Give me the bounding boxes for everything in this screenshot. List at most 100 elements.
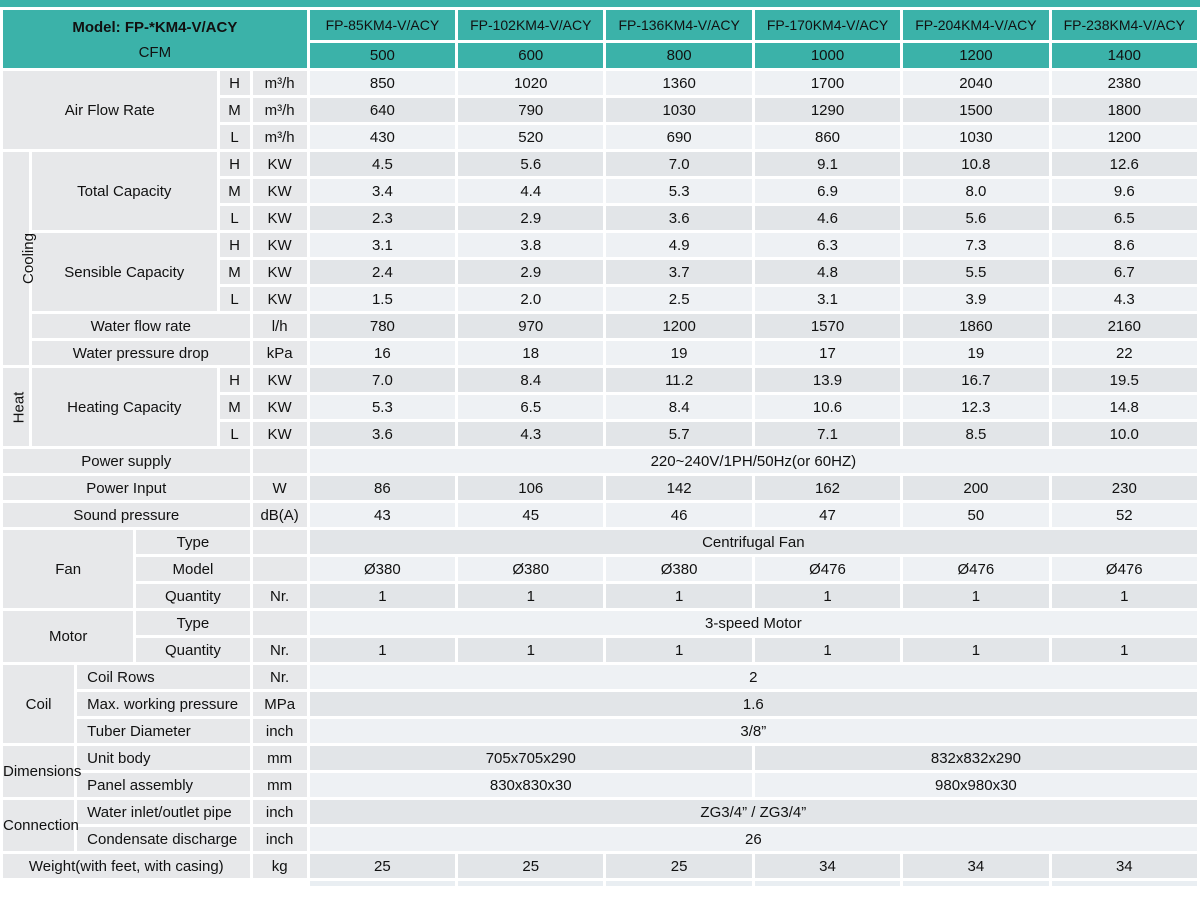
spec-value-cell: 14.8 bbox=[1051, 395, 1197, 419]
spec-value-cell: 1860 bbox=[903, 314, 1049, 338]
spec-value-cell: 1 bbox=[458, 584, 604, 608]
spec-value-cell: 2.4 bbox=[309, 260, 456, 284]
spec-value-cell: 6.7 bbox=[1051, 260, 1197, 284]
unit-label bbox=[252, 530, 307, 554]
row-label: Max. working pressure bbox=[77, 692, 250, 716]
table-row: M KW 5.3 6.5 8.4 10.6 12.3 14.8 bbox=[3, 395, 1197, 419]
spec-value-cell: 3.6 bbox=[606, 206, 752, 230]
row-label: Water inlet/outlet pipe bbox=[77, 800, 250, 824]
spec-value-cell: 1700 bbox=[754, 71, 901, 95]
spec-value-cell: 25 bbox=[309, 854, 456, 878]
spec-value-cell: 1 bbox=[1051, 584, 1197, 608]
spec-value-cell: 4.4 bbox=[458, 179, 604, 203]
table-row: L KW 2.3 2.9 3.6 4.6 5.6 6.5 bbox=[3, 206, 1197, 230]
table-row: Quantity Nr. 1 1 1 1 1 1 bbox=[3, 638, 1197, 662]
section-group-label: Heat bbox=[3, 368, 30, 446]
spec-value-cell: 3.7 bbox=[606, 260, 752, 284]
merged-spec-value-cell: 3-speed Motor bbox=[309, 611, 1197, 635]
spec-value-cell: 7.0 bbox=[309, 368, 456, 392]
spec-value-cell: 2380 bbox=[1051, 71, 1197, 95]
unit-label: KW bbox=[252, 422, 307, 446]
vertical-section-label-text: Heat bbox=[10, 391, 28, 423]
spec-value-cell: 47 bbox=[754, 503, 901, 527]
table-row bbox=[3, 881, 1197, 886]
table-row: Model: FP-*KM4-V/ACY CFM FP-85KM4-V/ACY FP-… bbox=[3, 10, 1197, 68]
spec-value-cell: 9.6 bbox=[1051, 179, 1197, 203]
spec-value-cell: 4.3 bbox=[458, 422, 604, 446]
spec-value-cell: 5.7 bbox=[606, 422, 752, 446]
spec-value-cell: 8.6 bbox=[1051, 233, 1197, 257]
spec-value-cell: 1 bbox=[754, 584, 901, 608]
unit-label: m³/h bbox=[252, 125, 307, 149]
spec-table: Model: FP-*KM4-V/ACY CFM FP-85KM4-V/ACY FP-… bbox=[0, 7, 1200, 889]
spec-value-cell: 6.3 bbox=[754, 233, 901, 257]
spec-value-cell: 34 bbox=[754, 854, 901, 878]
spec-value-cell: 1 bbox=[903, 638, 1049, 662]
row-label: Sound pressure bbox=[3, 503, 250, 527]
spec-table-body: Model: FP-*KM4-V/ACY CFM FP-85KM4-V/ACY FP-… bbox=[3, 10, 1197, 886]
unit-label: KW bbox=[252, 206, 307, 230]
spacer-cell bbox=[754, 881, 901, 886]
spec-value-cell: 430 bbox=[309, 125, 456, 149]
spec-value-cell: 86 bbox=[309, 476, 456, 500]
fan-speed-label: L bbox=[219, 206, 250, 230]
spec-value-cell: 3.1 bbox=[754, 287, 901, 311]
spec-value-cell: 43 bbox=[309, 503, 456, 527]
spec-value-cell: 1500 bbox=[903, 98, 1049, 122]
unit-label: KW bbox=[252, 368, 307, 392]
spec-value-cell: 6.5 bbox=[1051, 206, 1197, 230]
row-label: Weight(with feet, with casing) bbox=[3, 854, 250, 878]
spec-value-cell: 1 bbox=[1051, 638, 1197, 662]
spec-value-cell: 10.8 bbox=[903, 152, 1049, 176]
fan-speed-label: L bbox=[219, 422, 250, 446]
row-label: Water flow rate bbox=[32, 314, 250, 338]
spec-value-cell: 230 bbox=[1051, 476, 1197, 500]
unit-label: W bbox=[252, 476, 307, 500]
unit-label: KW bbox=[252, 287, 307, 311]
spec-value-cell: 640 bbox=[309, 98, 456, 122]
spec-value-cell: 1 bbox=[309, 584, 456, 608]
spec-value-cell: 19 bbox=[606, 341, 752, 365]
model-corner-header: Model: FP-*KM4-V/ACY CFM bbox=[3, 10, 307, 68]
table-row: L KW 1.5 2.0 2.5 3.1 3.9 4.3 bbox=[3, 287, 1197, 311]
spec-value-cell: 106 bbox=[458, 476, 604, 500]
row-label: Coil Rows bbox=[77, 665, 250, 689]
spec-value-cell: 8.4 bbox=[458, 368, 604, 392]
row-label: Condensate discharge bbox=[77, 827, 250, 851]
spec-value-cell: 162 bbox=[754, 476, 901, 500]
row-label: Air Flow Rate bbox=[3, 71, 217, 149]
section-group-label: Coil bbox=[3, 665, 75, 743]
spec-value-cell: 45 bbox=[458, 503, 604, 527]
spacer-cell bbox=[1051, 881, 1197, 886]
spec-value-cell: 860 bbox=[754, 125, 901, 149]
fan-speed-label: M bbox=[219, 179, 250, 203]
unit-label: dB(A) bbox=[252, 503, 307, 527]
row-label: Tuber Diameter bbox=[77, 719, 250, 743]
spec-value-cell: 520 bbox=[458, 125, 604, 149]
fan-speed-label: L bbox=[219, 125, 250, 149]
fan-speed-label: M bbox=[219, 395, 250, 419]
spec-value-cell: 142 bbox=[606, 476, 752, 500]
spec-value-cell: 690 bbox=[606, 125, 752, 149]
spec-value-cell: Ø476 bbox=[903, 557, 1049, 581]
merged-spec-value-cell: 832x832x290 bbox=[754, 746, 1197, 770]
spec-value-cell: 7.1 bbox=[754, 422, 901, 446]
table-row: Weight(with feet, with casing) kg 25 25 25 34… bbox=[3, 854, 1197, 878]
spec-value-cell: 12.3 bbox=[903, 395, 1049, 419]
spec-value-cell: 6.5 bbox=[458, 395, 604, 419]
unit-label: Nr. bbox=[252, 638, 307, 662]
cfm-value-header: 800 bbox=[606, 43, 752, 68]
fan-speed-label: H bbox=[219, 71, 250, 95]
unit-label: KW bbox=[252, 179, 307, 203]
unit-label bbox=[252, 611, 307, 635]
spec-value-cell: 2.9 bbox=[458, 206, 604, 230]
fan-speed-label: M bbox=[219, 98, 250, 122]
spec-value-cell: 200 bbox=[903, 476, 1049, 500]
table-row: Coil Coil Rows Nr. 2 bbox=[3, 665, 1197, 743]
spec-value-cell: 4.6 bbox=[754, 206, 901, 230]
table-row: Quantity Nr. 1 1 1 1 1 1 bbox=[3, 584, 1197, 608]
table-row: 500 600 800 1000 1200 1400 bbox=[3, 43, 1197, 68]
table-row: M KW 2.4 2.9 3.7 4.8 5.5 6.7 bbox=[3, 260, 1197, 284]
spec-value-cell: 1030 bbox=[606, 98, 752, 122]
